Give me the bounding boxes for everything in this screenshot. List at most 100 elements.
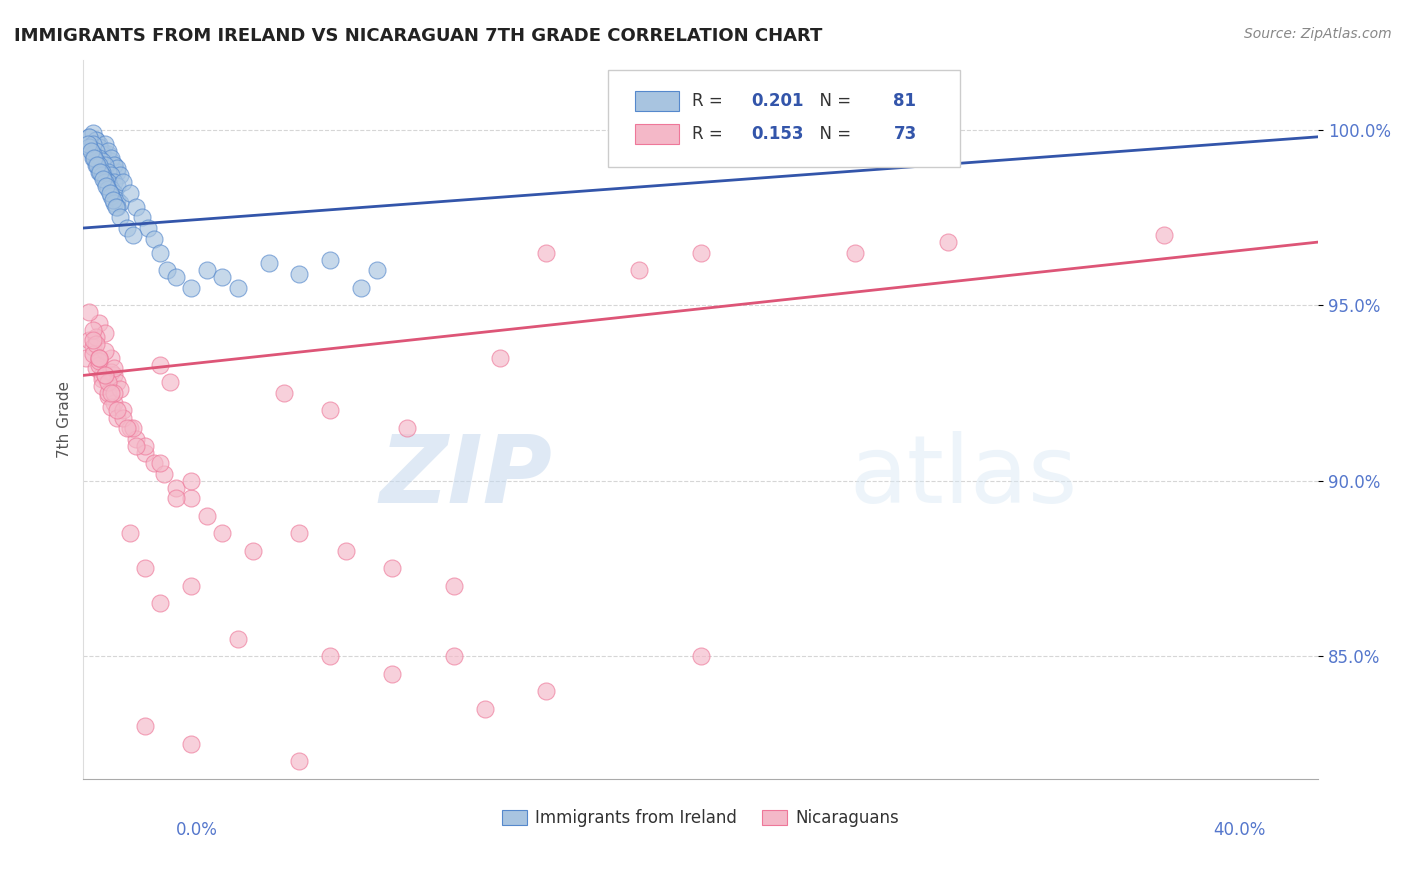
- Point: [443, 649, 465, 664]
- Point: [105, 193, 128, 207]
- Text: R =: R =: [692, 92, 728, 110]
- FancyBboxPatch shape: [636, 124, 679, 144]
- Point: [257, 256, 280, 270]
- Point: [103, 196, 125, 211]
- Point: [180, 579, 202, 593]
- Point: [80, 144, 103, 158]
- Point: [121, 421, 143, 435]
- Point: [211, 270, 233, 285]
- Point: [112, 410, 135, 425]
- Point: [165, 270, 187, 285]
- Point: [103, 368, 125, 383]
- Point: [134, 445, 156, 459]
- Point: [180, 491, 202, 506]
- Point: [100, 151, 122, 165]
- Point: [83, 151, 105, 165]
- Point: [87, 351, 110, 365]
- Point: [105, 410, 128, 425]
- Point: [288, 267, 311, 281]
- Point: [97, 376, 120, 390]
- Point: [84, 154, 107, 169]
- Point: [110, 383, 132, 397]
- Point: [100, 386, 122, 401]
- Point: [79, 129, 101, 144]
- Point: [87, 165, 110, 179]
- Point: [90, 169, 112, 183]
- Text: 0.153: 0.153: [751, 125, 804, 143]
- Text: 81: 81: [893, 92, 917, 110]
- Point: [143, 456, 166, 470]
- Point: [105, 403, 128, 417]
- Text: ZIP: ZIP: [380, 431, 553, 523]
- Point: [226, 632, 249, 646]
- Point: [844, 245, 866, 260]
- Point: [165, 491, 187, 506]
- Y-axis label: 7th Grade: 7th Grade: [58, 381, 72, 458]
- Point: [319, 252, 342, 267]
- Point: [319, 403, 342, 417]
- Point: [110, 196, 132, 211]
- Point: [689, 245, 711, 260]
- Point: [103, 175, 125, 189]
- Point: [98, 186, 121, 200]
- Point: [118, 421, 141, 435]
- Point: [82, 323, 104, 337]
- Point: [104, 200, 127, 214]
- Point: [242, 544, 264, 558]
- Point: [82, 334, 104, 348]
- Point: [134, 439, 156, 453]
- Point: [474, 702, 496, 716]
- Point: [94, 151, 117, 165]
- Point: [112, 175, 135, 189]
- Point: [103, 396, 125, 410]
- Point: [149, 456, 172, 470]
- Point: [84, 158, 107, 172]
- Point: [211, 526, 233, 541]
- Point: [96, 178, 118, 193]
- Text: IMMIGRANTS FROM IRELAND VS NICARAGUAN 7TH GRADE CORRELATION CHART: IMMIGRANTS FROM IRELAND VS NICARAGUAN 7T…: [14, 27, 823, 45]
- Point: [97, 182, 120, 196]
- Point: [100, 169, 122, 183]
- Point: [149, 358, 172, 372]
- Point: [628, 263, 651, 277]
- Point: [105, 200, 128, 214]
- Point: [689, 649, 711, 664]
- FancyBboxPatch shape: [609, 70, 960, 168]
- Point: [94, 172, 117, 186]
- Point: [100, 154, 122, 169]
- Point: [180, 474, 202, 488]
- Point: [100, 351, 122, 365]
- Point: [79, 305, 101, 319]
- Legend: Immigrants from Ireland, Nicaraguans: Immigrants from Ireland, Nicaraguans: [494, 801, 908, 835]
- Point: [75, 351, 97, 365]
- Point: [84, 133, 107, 147]
- Point: [143, 231, 166, 245]
- Text: atlas: atlas: [849, 431, 1077, 523]
- Point: [84, 336, 107, 351]
- Point: [115, 221, 138, 235]
- Point: [134, 561, 156, 575]
- Point: [82, 136, 104, 151]
- Text: 0.201: 0.201: [751, 92, 804, 110]
- Point: [159, 376, 181, 390]
- Point: [366, 263, 388, 277]
- Point: [97, 147, 120, 161]
- Point: [90, 368, 112, 383]
- Point: [226, 281, 249, 295]
- Point: [125, 200, 148, 214]
- Point: [87, 354, 110, 368]
- Point: [90, 372, 112, 386]
- Point: [94, 136, 117, 151]
- Text: R =: R =: [692, 125, 728, 143]
- Point: [103, 158, 125, 172]
- Point: [94, 368, 117, 383]
- Point: [288, 755, 311, 769]
- Point: [93, 172, 115, 186]
- Point: [180, 737, 202, 751]
- Point: [134, 719, 156, 733]
- Point: [79, 140, 101, 154]
- Point: [536, 245, 558, 260]
- Point: [156, 263, 179, 277]
- Point: [86, 158, 108, 172]
- Text: N =: N =: [810, 125, 856, 143]
